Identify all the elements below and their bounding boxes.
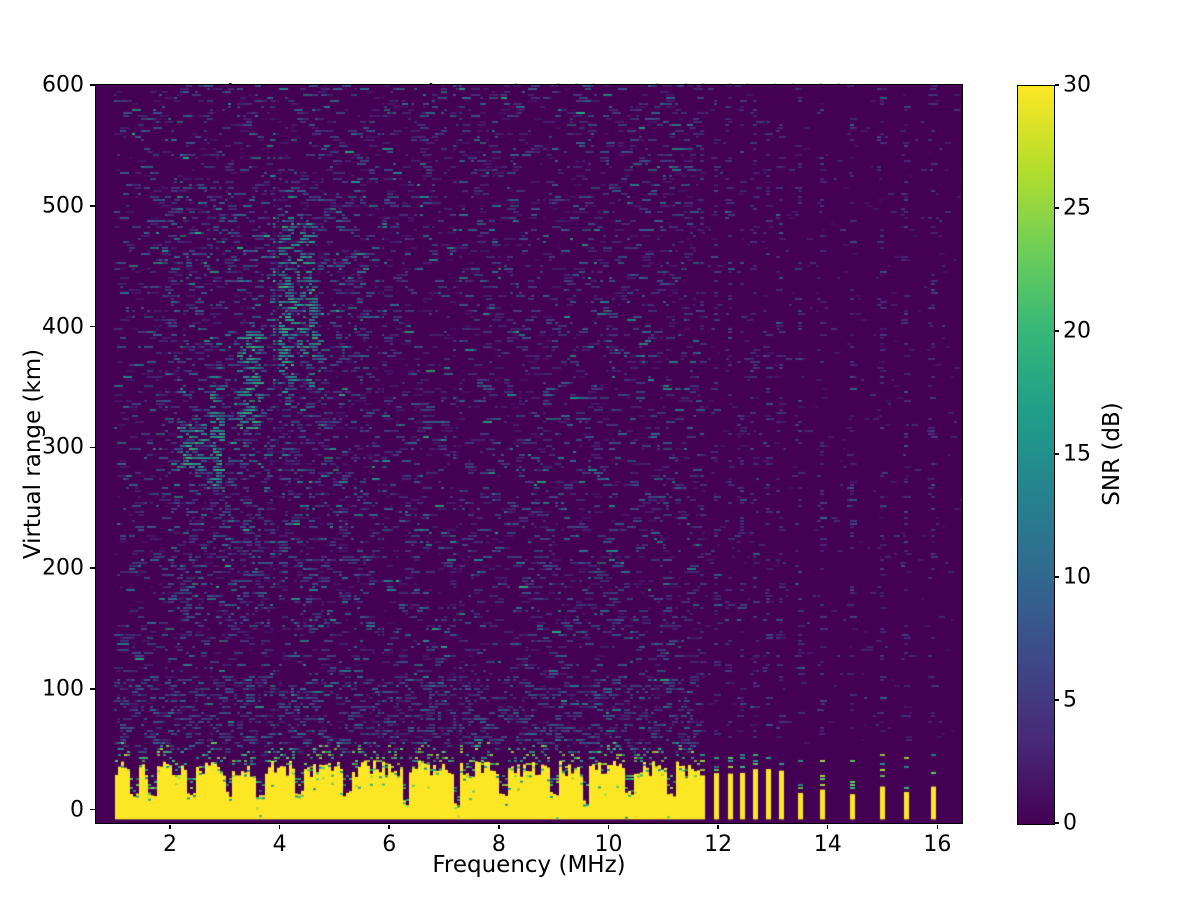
colorbar-tick-label: 5 — [1063, 687, 1077, 713]
x-tick-mark — [498, 824, 500, 829]
colorbar-tick-mark — [1054, 330, 1059, 332]
colorbar-tick-label: 10 — [1063, 564, 1091, 590]
y-tick-mark — [90, 205, 95, 207]
colorbar-tick-label: 25 — [1063, 195, 1091, 221]
x-tick-label: 6 — [382, 832, 397, 857]
x-tick-mark — [826, 824, 829, 829]
x-tick-label: 8 — [491, 832, 506, 857]
x-tick-mark — [936, 824, 939, 829]
colorbar-tick-mark — [1054, 453, 1059, 455]
x-tick-mark — [607, 824, 610, 829]
x-axis-label: Frequency (MHz) — [432, 852, 626, 878]
y-tick-mark — [90, 325, 95, 328]
colorbar-tick-label: 30 — [1063, 72, 1091, 98]
x-tick-mark — [717, 824, 719, 829]
y-tick-label: 500 — [42, 193, 84, 219]
x-tick-label: 4 — [272, 832, 287, 857]
colorbar-label: SNR (dB) — [1099, 402, 1125, 506]
y-tick-label: 200 — [42, 555, 84, 581]
y-tick-mark — [90, 688, 95, 690]
y-tick-label: 400 — [42, 314, 84, 340]
y-tick-label: 300 — [42, 434, 84, 460]
x-tick-mark — [278, 824, 281, 829]
colorbar-tick-mark — [1054, 576, 1059, 578]
x-tick-mark — [169, 824, 171, 829]
x-tick-label: 16 — [923, 832, 952, 857]
colorbar-tick-mark — [1054, 699, 1059, 701]
colorbar — [1017, 85, 1055, 825]
y-tick-mark — [90, 808, 95, 811]
y-tick-mark — [90, 446, 95, 449]
x-tick-label: 12 — [704, 832, 733, 857]
colorbar-tick-mark — [1054, 207, 1059, 209]
plot-axes-frame — [95, 84, 963, 824]
ionogram-heatmap — [96, 85, 962, 823]
colorbar-tick-mark — [1054, 84, 1059, 86]
colorbar-tick-mark — [1054, 822, 1059, 824]
y-tick-label: 0 — [70, 797, 84, 823]
y-tick-mark — [90, 567, 95, 569]
x-tick-mark — [388, 824, 390, 829]
colorbar-tick-label: 0 — [1063, 810, 1077, 836]
colorbar-tick-label: 20 — [1063, 318, 1091, 344]
colorbar-tick-label: 15 — [1063, 441, 1091, 467]
y-tick-label: 600 — [42, 72, 84, 98]
y-tick-mark — [90, 84, 95, 86]
x-tick-label: 2 — [162, 832, 177, 857]
x-tick-label: 14 — [813, 832, 842, 857]
y-tick-label: 100 — [42, 676, 84, 702]
x-tick-label: 10 — [594, 832, 623, 857]
